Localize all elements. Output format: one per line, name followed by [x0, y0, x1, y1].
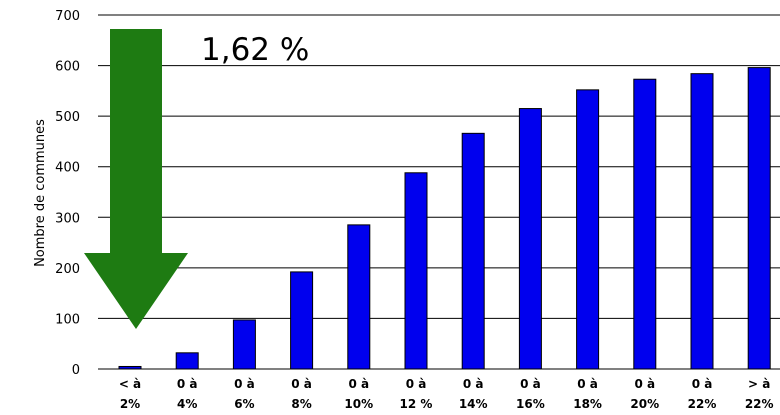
x-tick-label: 0 à	[577, 377, 598, 391]
x-tick-label: 6%	[234, 397, 254, 411]
y-tick-label: 700	[55, 9, 80, 24]
bar	[404, 172, 428, 370]
grid-lines	[98, 14, 780, 319]
bars	[118, 67, 771, 370]
x-tick-label: 12 %	[400, 397, 433, 411]
y-tick-label: 300	[55, 211, 80, 226]
bar	[347, 224, 371, 370]
bar	[747, 67, 771, 370]
down-arrow-annotation	[84, 29, 188, 329]
x-tick-label: 14%	[459, 397, 488, 411]
x-tick-label: 0 à	[634, 377, 655, 391]
bar	[461, 132, 485, 370]
bar	[175, 352, 199, 370]
bar	[518, 108, 542, 370]
annotation-text: 1,62 %	[201, 32, 309, 68]
y-axis-ticks: 0 100 200 300 400 500 600 700	[55, 9, 80, 378]
bar	[690, 73, 714, 370]
bar	[633, 78, 657, 370]
bar	[576, 89, 600, 370]
x-tick-label: 0 à	[692, 377, 713, 391]
bar	[290, 271, 314, 370]
x-tick-label: 0 à	[406, 377, 427, 391]
bar	[232, 319, 256, 370]
x-tick-label: 0 à	[177, 377, 198, 391]
x-tick-label: 0 à	[348, 377, 369, 391]
x-tick-label: 8%	[291, 397, 311, 411]
y-tick-label: 400	[55, 161, 80, 176]
x-tick-label: 0 à	[463, 377, 484, 391]
x-tick-label: < à	[119, 377, 141, 391]
x-tick-label: 22%	[745, 397, 774, 411]
x-axis-ticks: < à 2% 0 à 4% 0 à 6% 0 à 8% 0 à 10% 0 à 12 % 0 à 14% 0…	[119, 377, 774, 411]
x-tick-label: 18%	[573, 397, 602, 411]
x-tick-label: 22%	[688, 397, 717, 411]
x-tick-label: 20%	[630, 397, 659, 411]
y-tick-label: 500	[55, 110, 80, 125]
y-tick-label: 100	[55, 312, 80, 327]
x-tick-label: 0 à	[291, 377, 312, 391]
y-tick-label: 600	[55, 60, 80, 75]
x-tick-label: 2%	[120, 397, 140, 411]
x-tick-label: 0 à	[520, 377, 541, 391]
x-tick-label: 16%	[516, 397, 545, 411]
y-tick-label: 0	[72, 363, 80, 378]
y-tick-label: 200	[55, 262, 80, 277]
x-tick-label: 4%	[177, 397, 197, 411]
x-tick-label: > à	[748, 377, 770, 391]
x-tick-label: 10%	[344, 397, 373, 411]
y-axis-label: Nombre de communes	[33, 119, 48, 267]
x-tick-label: 0 à	[234, 377, 255, 391]
